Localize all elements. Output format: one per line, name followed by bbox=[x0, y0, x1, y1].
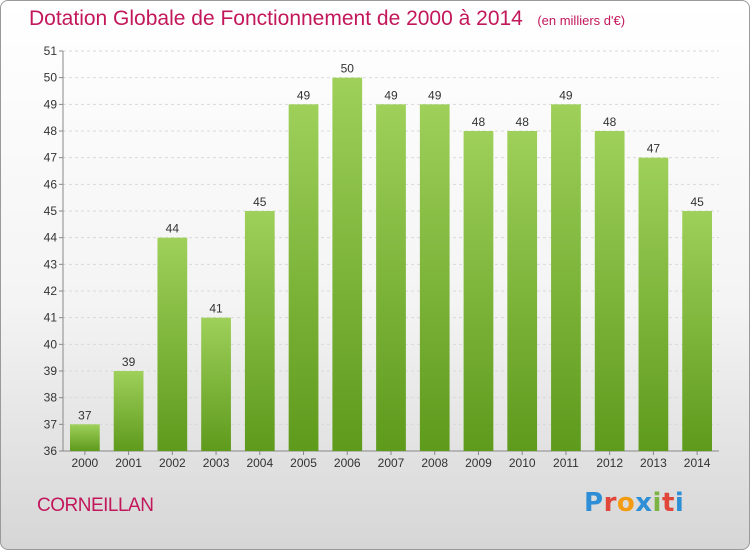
x-tick-label: 2007 bbox=[378, 456, 405, 470]
x-tick-label: 2008 bbox=[421, 456, 448, 470]
x-tick-label: 2010 bbox=[509, 456, 536, 470]
logo-letter: o bbox=[616, 488, 636, 518]
y-tick-label: 44 bbox=[44, 231, 58, 245]
bar-2008 bbox=[419, 104, 450, 451]
chart-subtitle: (en milliers d'€) bbox=[537, 13, 626, 28]
logo-letter: i bbox=[652, 488, 662, 518]
bar-2001 bbox=[113, 371, 144, 451]
bar-2007 bbox=[376, 104, 406, 451]
y-tick-label: 45 bbox=[44, 204, 58, 218]
bar-value-label: 50 bbox=[341, 62, 355, 76]
x-tick-label: 2002 bbox=[159, 456, 186, 470]
bar-value-label: 48 bbox=[516, 115, 530, 129]
y-tick-label: 43 bbox=[44, 257, 58, 271]
bar-2002 bbox=[157, 237, 188, 451]
y-tick-label: 51 bbox=[44, 44, 58, 58]
x-tick-label: 2000 bbox=[72, 456, 99, 470]
x-tick-label: 2004 bbox=[246, 456, 273, 470]
logo-letter: i bbox=[674, 488, 685, 518]
y-tick-label: 47 bbox=[44, 151, 58, 165]
x-tick-label: 2001 bbox=[115, 456, 142, 470]
bar-value-label: 48 bbox=[603, 115, 617, 129]
y-tick-label: 41 bbox=[44, 311, 58, 325]
bar-value-label: 49 bbox=[384, 88, 398, 102]
bar-2006 bbox=[332, 77, 363, 452]
bar-value-label: 37 bbox=[78, 408, 92, 422]
bar-2005 bbox=[288, 104, 319, 451]
x-tick-label: 2009 bbox=[465, 456, 492, 470]
logo-letter: x bbox=[635, 488, 653, 518]
x-tick-label: 2011 bbox=[553, 456, 579, 470]
bar-2003 bbox=[201, 317, 231, 451]
logo-letter: P bbox=[584, 488, 604, 518]
bar-2011 bbox=[551, 104, 581, 451]
bar-value-label: 49 bbox=[428, 88, 442, 102]
y-tick-label: 50 bbox=[44, 71, 58, 85]
bar-2009 bbox=[463, 131, 494, 451]
y-tick-label: 48 bbox=[44, 124, 58, 138]
y-tick-label: 46 bbox=[44, 177, 58, 191]
y-tick-label: 49 bbox=[44, 97, 58, 111]
bar-2013 bbox=[638, 157, 669, 451]
x-tick-label: 2006 bbox=[334, 456, 361, 470]
bar-value-label: 44 bbox=[166, 222, 180, 236]
bar-value-label: 45 bbox=[690, 195, 704, 209]
y-tick-label: 38 bbox=[44, 391, 58, 405]
bar-2010 bbox=[507, 131, 538, 451]
bar-2014 bbox=[682, 211, 713, 451]
x-tick-label: 2014 bbox=[684, 456, 711, 470]
bar-value-label: 49 bbox=[297, 88, 311, 102]
bar-2004 bbox=[244, 211, 275, 451]
y-tick-label: 36 bbox=[44, 444, 58, 458]
bar-value-label: 45 bbox=[253, 195, 267, 209]
y-tick-label: 37 bbox=[44, 417, 58, 431]
bar-value-label: 41 bbox=[209, 302, 223, 316]
bar-value-label: 39 bbox=[122, 355, 136, 369]
chart-title: Dotation Globale de Fonctionnement de 20… bbox=[29, 7, 523, 30]
x-tick-label: 2003 bbox=[203, 456, 230, 470]
x-tick-label: 2005 bbox=[290, 456, 317, 470]
bar-value-label: 47 bbox=[647, 142, 661, 156]
y-tick-label: 40 bbox=[44, 337, 58, 351]
bar-value-label: 48 bbox=[472, 115, 486, 129]
logo-letter: r bbox=[603, 488, 617, 518]
bar-value-label: 49 bbox=[559, 88, 573, 102]
y-tick-label: 39 bbox=[44, 364, 58, 378]
y-tick-label: 42 bbox=[44, 284, 58, 298]
bar-2012 bbox=[594, 131, 625, 451]
city-name: CORNEILLAN bbox=[37, 495, 154, 516]
x-tick-label: 2012 bbox=[596, 456, 623, 470]
proxiti-logo: Proxiti bbox=[584, 488, 684, 518]
title-row: Dotation Globale de Fonctionnement de 20… bbox=[29, 7, 625, 31]
bar-2000 bbox=[69, 424, 100, 451]
x-tick-label: 2013 bbox=[640, 456, 667, 470]
logo-letter: t bbox=[661, 488, 675, 518]
